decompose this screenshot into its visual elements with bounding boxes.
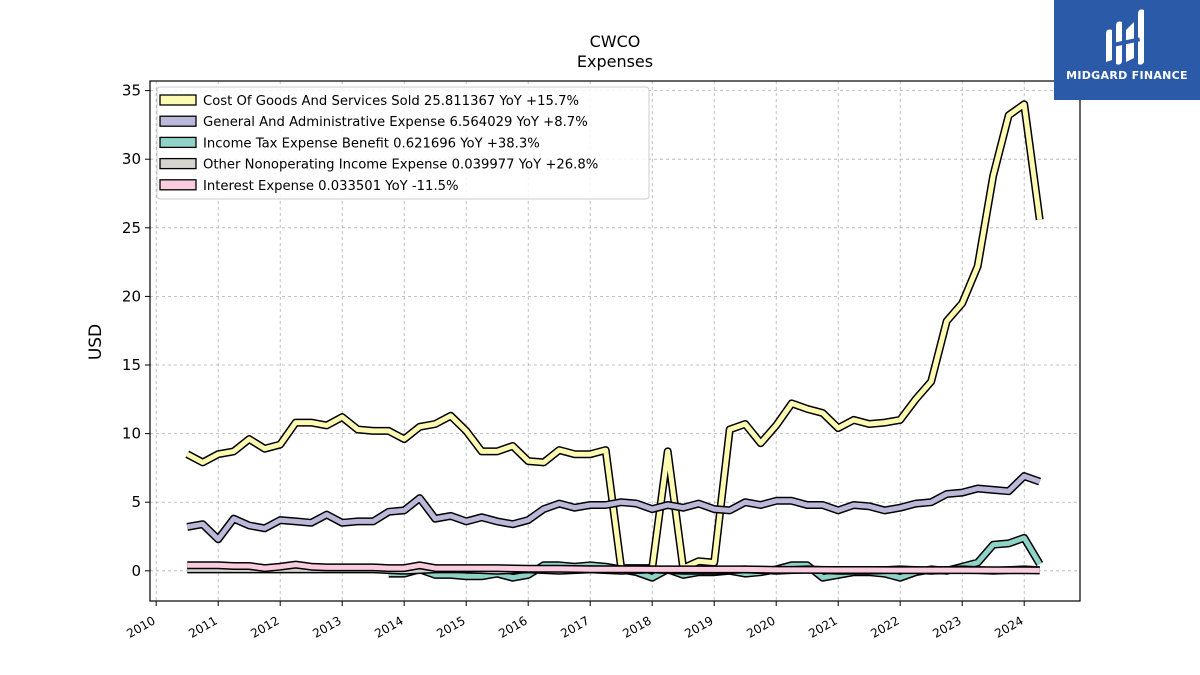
logo-text: MIDGARD FINANCE [1066, 69, 1188, 82]
legend-entry-label: Interest Expense 0.033501 YoY -11.5% [203, 179, 459, 194]
chart-subtitle: Expenses [577, 52, 653, 71]
x-tick-label: 2018 [620, 613, 653, 640]
legend-swatch [159, 115, 197, 127]
series-stroke [187, 562, 1040, 573]
x-tick-label: 2013 [310, 613, 343, 640]
legend-swatch [159, 179, 197, 191]
x-tick-label: 2017 [558, 613, 591, 640]
legend-box [156, 86, 650, 200]
y-tick-label: 20 [122, 287, 141, 305]
y-tick-label: 15 [122, 356, 141, 374]
plot-frame [149, 80, 1081, 602]
y-axis-label: USD [86, 324, 106, 360]
x-tick-label: 2022 [868, 613, 901, 640]
legend-entry-label: Other Nonoperating Income Expense 0.0399… [203, 158, 598, 173]
y-tick-label: 30 [122, 150, 141, 168]
legend-swatch [159, 94, 197, 106]
x-tick-label: 2024 [992, 613, 1025, 640]
legend-entry-label: General And Administrative Expense 6.564… [203, 115, 588, 130]
series-line-2 [186, 472, 1042, 544]
x-tick-label: 2019 [682, 613, 715, 640]
x-tick-label: 2021 [806, 613, 839, 640]
series-line-5 [187, 560, 1040, 575]
x-tick-label: 2010 [124, 613, 157, 640]
legend-swatch [159, 136, 197, 149]
logo-mark-icon [1106, 9, 1144, 65]
series-stroke [186, 473, 1041, 542]
x-tick-label: 2016 [496, 613, 529, 640]
series-line-1 [185, 100, 1044, 573]
y-tick-label: 25 [122, 219, 141, 237]
y-tick-label: 0 [131, 562, 141, 580]
legend-swatch [159, 157, 197, 170]
legend-entry-label: Cost Of Goods And Services Sold 25.81136… [203, 94, 579, 109]
series-stroke [186, 101, 1043, 571]
x-tick-label: 2012 [248, 613, 281, 640]
x-tick-label: 2023 [930, 613, 963, 640]
x-tick-label: 2011 [186, 613, 219, 640]
y-tick-label: 10 [122, 425, 141, 443]
y-tick-label: 5 [131, 493, 141, 511]
legend: Cost Of Goods And Services Sold 25.81136… [156, 86, 650, 200]
x-tick-label: 2020 [744, 613, 777, 640]
midgard-finance-logo: MIDGARD FINANCE [1054, 0, 1200, 100]
chart-title: CWCO [590, 32, 641, 51]
legend-entry-label: Income Tax Expense Benefit 0.621696 YoY … [203, 136, 540, 151]
series-lines [185, 100, 1044, 582]
x-tick-label: 2015 [434, 613, 467, 640]
x-tick-label: 2014 [372, 613, 405, 640]
y-tick-label: 35 [122, 82, 141, 100]
